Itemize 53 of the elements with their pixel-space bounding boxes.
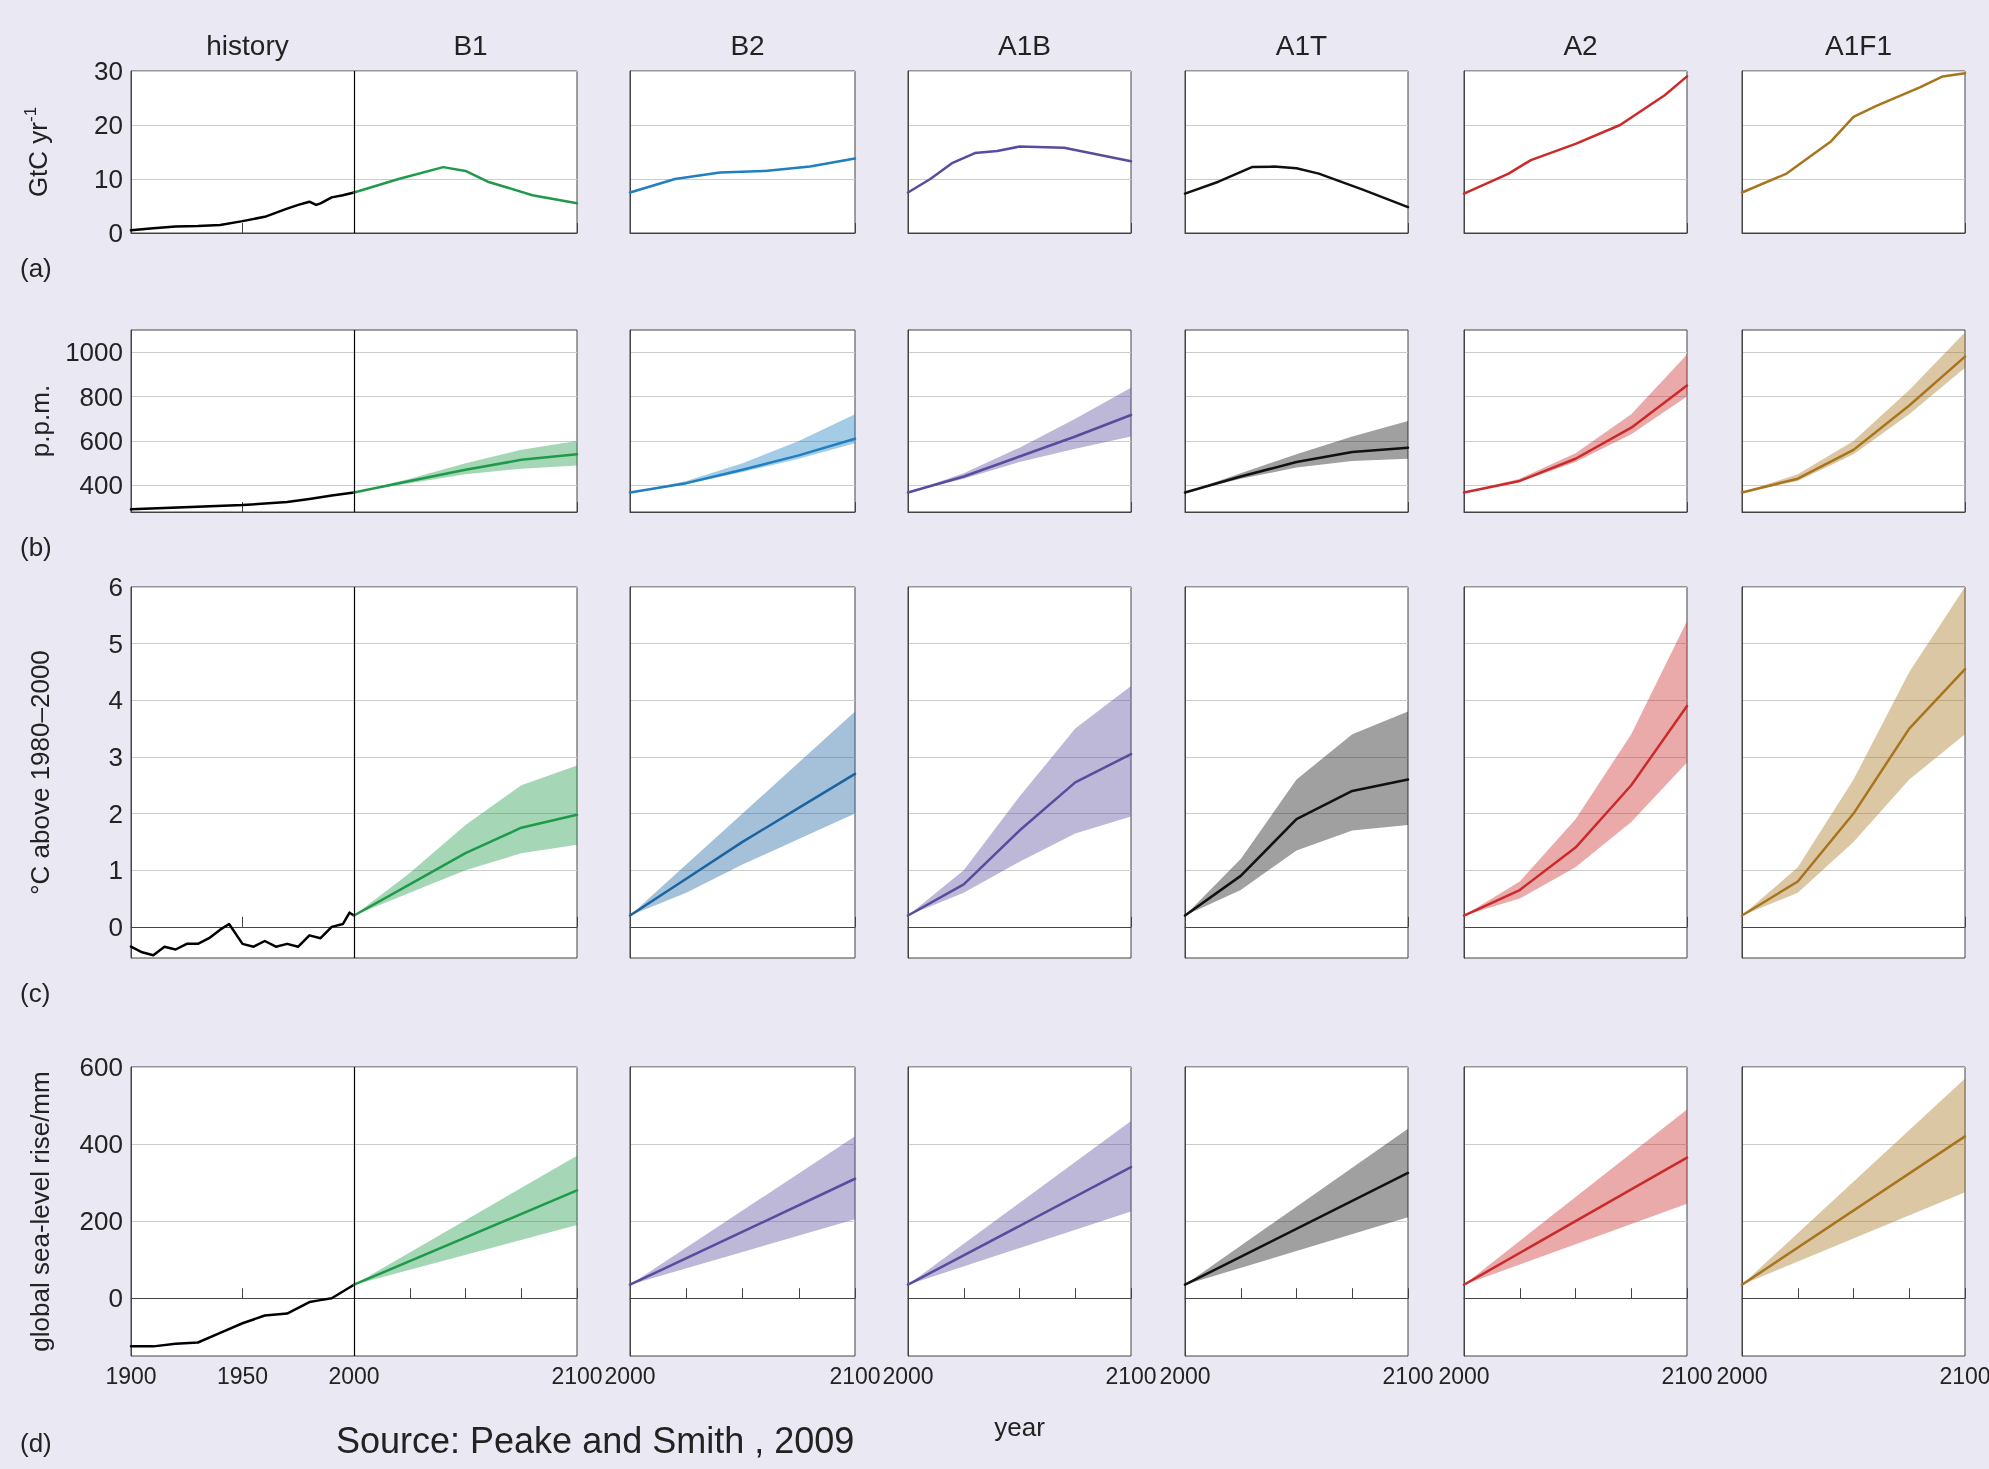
chart-subtitle: B1 <box>453 29 488 61</box>
y-tick-label: 1 <box>108 855 123 886</box>
chart-title: A1B <box>998 29 1051 61</box>
y-tick-label: 600 <box>79 425 123 456</box>
y-tick-label: 1000 <box>65 337 123 368</box>
x-axis-title: year <box>994 1412 1046 1442</box>
x-tick-label: 2000 <box>1716 1362 1768 1389</box>
x-tick-label: 2000 <box>604 1362 656 1389</box>
chart-title: A2 <box>1563 29 1598 61</box>
y-tick-label: 20 <box>94 110 123 140</box>
y-tick-label: 0 <box>108 1283 123 1314</box>
text: (a) <box>20 253 52 283</box>
x-tick-label: 2100 <box>829 1362 881 1389</box>
y-tick-label: 600 <box>79 1052 123 1082</box>
y-axis-title: global sea-level rise/mm <box>25 1071 55 1352</box>
line-series <box>352 453 579 494</box>
x-tick-label: 1950 <box>216 1362 269 1389</box>
y-tick-label: 400 <box>79 1129 123 1160</box>
chart-title: A1F1 <box>1825 29 1892 61</box>
y-axis-title: p.p.m. <box>25 384 55 458</box>
y-tick-label: 200 <box>79 1206 123 1237</box>
x-tick-label: 2000 <box>1438 1362 1490 1389</box>
x-tick-label: 2000 <box>882 1362 934 1389</box>
x-tick-label: 1900 <box>105 1362 157 1389</box>
y-tick-label: 3 <box>108 741 123 772</box>
y-tick-label: 6 <box>108 572 123 602</box>
x-tick-label: 2100 <box>1382 1362 1434 1389</box>
chart-title: A1T <box>1275 29 1328 61</box>
line-series <box>352 165 579 205</box>
y-tick-label: 30 <box>94 56 123 86</box>
chart-title: B2 <box>730 29 765 61</box>
text: (d) <box>20 1428 52 1458</box>
x-tick-label: 2100 <box>1661 1362 1713 1389</box>
y-tick-label: 4 <box>108 685 123 716</box>
y-tick-label: 10 <box>94 164 123 194</box>
x-tick-label: 2100 <box>1939 1362 1989 1389</box>
text: (c) <box>20 978 51 1008</box>
source-note: Source: Peake and Smith , 2009 <box>336 1419 855 1461</box>
y-axis-title: °C above 1980–2000 <box>25 650 55 895</box>
y-tick-label: 5 <box>108 628 123 659</box>
y-tick-label: 400 <box>79 470 123 501</box>
y-tick-label: 0 <box>108 911 123 942</box>
x-tick-label: 2000 <box>328 1362 380 1389</box>
chart-title: history <box>206 29 289 61</box>
line-series <box>352 813 579 917</box>
y-tick-label: 2 <box>108 798 123 829</box>
y-axis-title: GtC yr-1 <box>21 106 53 198</box>
x-tick-label: 2100 <box>551 1362 603 1389</box>
text: (b) <box>20 532 52 562</box>
x-tick-label: 2000 <box>1159 1362 1211 1389</box>
y-tick-label: 800 <box>79 381 123 412</box>
y-tick-label: 0 <box>108 218 123 248</box>
x-tick-label: 2100 <box>1105 1362 1157 1389</box>
